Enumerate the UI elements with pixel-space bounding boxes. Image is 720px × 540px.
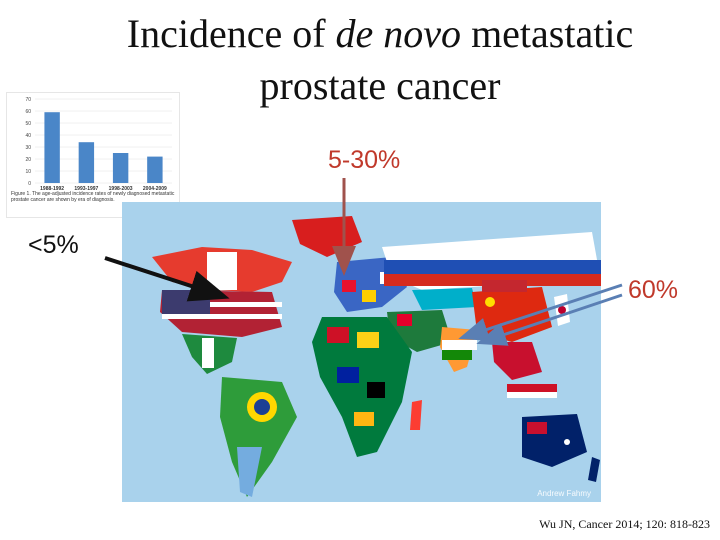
mini-ytick-3: 30 [25, 145, 31, 151]
new-zealand-shape [588, 457, 600, 482]
mini-bar-0 [44, 112, 60, 183]
arrow-right-upper [458, 283, 623, 341]
africa-flag-a [327, 327, 349, 343]
africa-flag-d [367, 382, 385, 398]
kazakhstan-shape [412, 288, 477, 310]
usa-stripe-1 [162, 302, 282, 307]
india-white [442, 340, 477, 350]
mini-ytick-1: 10 [25, 169, 31, 175]
africa-flag-b [357, 332, 379, 348]
mini-ytick-4: 40 [25, 133, 31, 139]
citation: Wu JN, Cancer 2014; 120: 818-823 [539, 517, 710, 531]
mini-ytick-7: 70 [25, 97, 31, 103]
australia-star [564, 439, 570, 445]
middle-east-flag [397, 314, 412, 326]
mini-xtick-3: 2004-2009 [143, 186, 167, 192]
mini-chart-caption: Figure 1. The age-adjusted incidence rat… [11, 191, 175, 203]
title-part2: metastatic [461, 11, 634, 56]
europe-flag-a [342, 280, 356, 292]
mini-ytick-0: 0 [28, 181, 31, 187]
argentina-shape [237, 447, 262, 497]
se-asia-shape [492, 342, 542, 380]
brazil-center [254, 399, 270, 415]
australia-cross [527, 422, 547, 434]
mini-xtick-1: 1993-1997 [74, 186, 98, 192]
slide-title: Incidence of de novo metastatic prostate… [60, 8, 700, 112]
mongolia-shape [482, 280, 527, 292]
mini-bar-chart: 0 10 20 30 40 50 60 70 1988-1992 1993-1997 1998-20… [6, 92, 180, 218]
africa-shape [312, 317, 412, 457]
europe-flag-b [362, 290, 376, 302]
indonesia-shape [507, 384, 557, 392]
africa-flag-c [337, 367, 359, 383]
mexico-white [202, 338, 214, 368]
mini-bar-2 [112, 153, 129, 183]
mini-ytick-2: 20 [25, 157, 31, 163]
mini-bar-1 [78, 142, 95, 183]
africa-flag-e [354, 412, 374, 426]
india-green [442, 350, 472, 360]
indonesia-white [507, 392, 557, 398]
map-credit: Andrew Fahmy [537, 489, 591, 498]
title-italic: de novo [335, 11, 462, 56]
world-flag-map: Andrew Fahmy [122, 202, 601, 502]
label-60: 60% [628, 276, 679, 304]
arrow-left [104, 256, 230, 302]
mini-xtick-0: 1988-1992 [40, 186, 64, 192]
title-part1: Incidence of [126, 11, 336, 56]
mini-ytick-5: 50 [25, 121, 31, 127]
japan-dot [558, 306, 566, 314]
russia-blue [384, 260, 601, 274]
label-less-than-5: <5% [28, 231, 79, 259]
usa-stripe-2 [162, 314, 282, 319]
madagascar-shape [410, 400, 422, 430]
mini-bar-3 [147, 156, 163, 183]
title-line2: prostate cancer [259, 63, 501, 108]
mini-xtick-2: 1998-2003 [109, 186, 133, 192]
arrow-right-lower [476, 293, 623, 346]
mini-ytick-6: 60 [25, 109, 31, 115]
mini-chart-svg: 0 10 20 30 40 50 60 70 1988-1992 1993-1997 1998-20… [25, 97, 172, 192]
label-5-30: 5-30% [328, 146, 401, 174]
china-star [485, 297, 495, 307]
